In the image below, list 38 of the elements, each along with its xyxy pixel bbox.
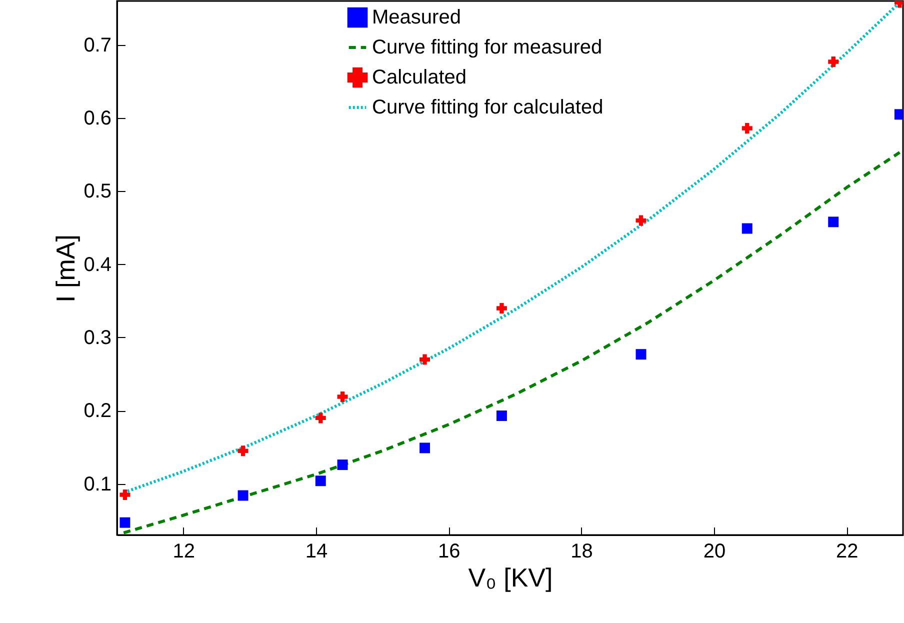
legend-label: Calculated	[372, 66, 467, 88]
legend-label: Curve fitting for calculated	[372, 96, 604, 118]
y-tick-label: 0.2	[84, 400, 112, 422]
point	[828, 56, 839, 67]
point	[337, 460, 348, 470]
y-tick-label: 0.6	[84, 108, 112, 130]
legend-label: Measured	[372, 6, 461, 28]
point	[742, 123, 752, 134]
x-tick-label: 12	[172, 540, 195, 562]
x-tick-label: 14	[305, 540, 328, 562]
x-tick-label: 16	[438, 540, 460, 562]
legend-label: Curve fitting for measured	[372, 36, 602, 58]
x-tick-label: 20	[703, 540, 726, 562]
point	[636, 349, 646, 360]
y-tick-label: 0.4	[84, 254, 112, 276]
x-tick-label: 18	[570, 540, 593, 562]
point	[120, 490, 130, 500]
point	[496, 302, 507, 314]
point	[337, 392, 348, 402]
point	[496, 410, 507, 422]
line-series	[122, 150, 902, 534]
y-axis-title: I [mA]	[50, 234, 81, 302]
point	[315, 412, 326, 424]
x-tick-label: 22	[836, 540, 858, 562]
y-tick-label: 0.5	[84, 180, 112, 203]
point	[742, 223, 752, 234]
y-tick-label: 0.7	[84, 34, 112, 56]
x-axis-title: V₀ [KV]	[468, 562, 553, 592]
point	[315, 476, 326, 486]
point	[828, 216, 839, 228]
point	[420, 354, 430, 365]
point	[120, 517, 130, 528]
point	[238, 490, 248, 501]
point	[238, 446, 248, 456]
y-tick-label: 0.1	[84, 473, 112, 496]
point	[636, 215, 646, 226]
y-tick-label: 0.3	[84, 326, 112, 349]
point	[420, 442, 430, 454]
